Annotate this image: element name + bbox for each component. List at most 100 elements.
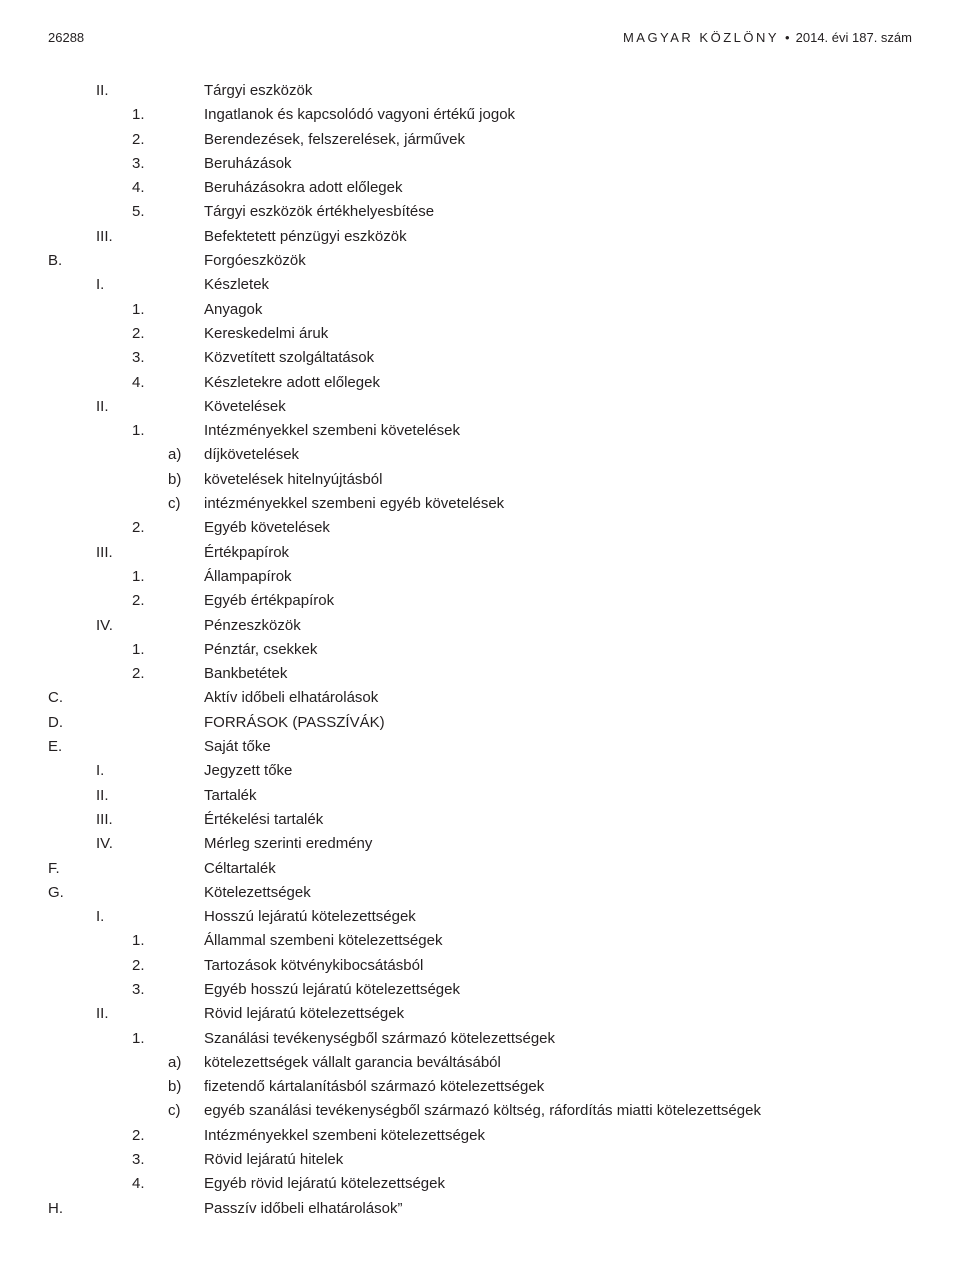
- col-alpha: [168, 978, 204, 1002]
- col-letter: [48, 662, 96, 686]
- outline-row: a)kötelezettségek vállalt garancia bevál…: [48, 1051, 912, 1075]
- outline-row: II.Követelések: [48, 395, 912, 419]
- col-letter: [48, 1124, 96, 1148]
- outline-row: II.Tartalék: [48, 784, 912, 808]
- col-alpha: [168, 808, 204, 832]
- col-number: [132, 735, 168, 759]
- col-letter: [48, 589, 96, 613]
- col-text: Rövid lejáratú hitelek: [204, 1148, 912, 1172]
- col-alpha: [168, 200, 204, 224]
- col-number: 1.: [132, 1027, 168, 1051]
- outline-row: 1.Állampapírok: [48, 565, 912, 589]
- col-number: [132, 541, 168, 565]
- col-letter: [48, 1051, 96, 1075]
- col-alpha: a): [168, 443, 204, 467]
- col-roman: [96, 1197, 132, 1221]
- col-roman: [96, 249, 132, 273]
- col-number: 1.: [132, 419, 168, 443]
- col-text: Intézményekkel szembeni kötelezettségek: [204, 1124, 912, 1148]
- col-alpha: [168, 589, 204, 613]
- outline-row: 2.Kereskedelmi áruk: [48, 322, 912, 346]
- outline-row: II.Tárgyi eszközök: [48, 79, 912, 103]
- col-text: Követelések: [204, 395, 912, 419]
- col-alpha: [168, 1172, 204, 1196]
- col-letter: [48, 419, 96, 443]
- col-letter: [48, 516, 96, 540]
- col-text: Készletekre adott előlegek: [204, 371, 912, 395]
- col-text: Tartalék: [204, 784, 912, 808]
- col-number: 2.: [132, 662, 168, 686]
- col-roman: [96, 1099, 132, 1123]
- col-text: egyéb szanálási tevékenységből származó …: [204, 1099, 912, 1123]
- outline-row: 3.Egyéb hosszú lejáratú kötelezettségek: [48, 978, 912, 1002]
- col-alpha: [168, 857, 204, 881]
- outline-row: F.Céltartalék: [48, 857, 912, 881]
- col-text: Jegyzett tőke: [204, 759, 912, 783]
- col-roman: [96, 1124, 132, 1148]
- col-text: Értékelési tartalék: [204, 808, 912, 832]
- col-letter: [48, 273, 96, 297]
- col-text: Forgóeszközök: [204, 249, 912, 273]
- col-text: Készletek: [204, 273, 912, 297]
- outline-row: c)egyéb szanálási tevékenységből származ…: [48, 1099, 912, 1123]
- col-number: 2.: [132, 589, 168, 613]
- col-alpha: [168, 832, 204, 856]
- col-roman: [96, 1148, 132, 1172]
- col-roman: [96, 443, 132, 467]
- outline-row: 3.Közvetített szolgáltatások: [48, 346, 912, 370]
- outline-row: a)díjkövetelések: [48, 443, 912, 467]
- col-number: [132, 1099, 168, 1123]
- col-letter: [48, 1027, 96, 1051]
- outline-row: D.FORRÁSOK (PASSZÍVÁK): [48, 711, 912, 735]
- col-letter: [48, 929, 96, 953]
- col-text: Aktív időbeli elhatárolások: [204, 686, 912, 710]
- col-alpha: [168, 516, 204, 540]
- col-alpha: [168, 273, 204, 297]
- col-alpha: b): [168, 1075, 204, 1099]
- col-alpha: [168, 759, 204, 783]
- gazette-title: MAGYAR KÖZLÖNY • 2014. évi 187. szám: [623, 30, 912, 45]
- col-alpha: [168, 79, 204, 103]
- col-roman: [96, 371, 132, 395]
- col-number: [132, 225, 168, 249]
- outline-row: 4.Beruházásokra adott előlegek: [48, 176, 912, 200]
- col-number: 3.: [132, 1148, 168, 1172]
- outline-row: 2.Egyéb értékpapírok: [48, 589, 912, 613]
- col-roman: [96, 152, 132, 176]
- col-text: díjkövetelések: [204, 443, 912, 467]
- col-letter: [48, 346, 96, 370]
- col-text: kötelezettségek vállalt garancia beváltá…: [204, 1051, 912, 1075]
- col-letter: [48, 638, 96, 662]
- outline-row: 1.Állammal szembeni kötelezettségek: [48, 929, 912, 953]
- col-letter: [48, 905, 96, 929]
- col-alpha: [168, 298, 204, 322]
- col-roman: IV.: [96, 832, 132, 856]
- col-roman: [96, 857, 132, 881]
- col-alpha: b): [168, 468, 204, 492]
- col-text: Kereskedelmi áruk: [204, 322, 912, 346]
- col-number: [132, 468, 168, 492]
- col-letter: C.: [48, 686, 96, 710]
- col-text: FORRÁSOK (PASSZÍVÁK): [204, 711, 912, 735]
- col-roman: [96, 662, 132, 686]
- col-roman: III.: [96, 225, 132, 249]
- col-alpha: c): [168, 492, 204, 516]
- outline-row: E.Saját tőke: [48, 735, 912, 759]
- col-alpha: [168, 881, 204, 905]
- col-roman: [96, 419, 132, 443]
- col-alpha: [168, 565, 204, 589]
- col-text: Saját tőke: [204, 735, 912, 759]
- col-letter: [48, 759, 96, 783]
- col-alpha: [168, 103, 204, 127]
- col-roman: [96, 492, 132, 516]
- col-letter: [48, 443, 96, 467]
- col-alpha: [168, 1197, 204, 1221]
- col-letter: [48, 541, 96, 565]
- col-number: 1.: [132, 929, 168, 953]
- col-letter: [48, 1099, 96, 1123]
- outline-row: 5.Tárgyi eszközök értékhelyesbítése: [48, 200, 912, 224]
- outline-row: 3. Rövid lejáratú hitelek: [48, 1148, 912, 1172]
- col-text: Beruházásokra adott előlegek: [204, 176, 912, 200]
- col-text: Szanálási tevékenységből származó kötele…: [204, 1027, 912, 1051]
- col-text: Pénzeszközök: [204, 614, 912, 638]
